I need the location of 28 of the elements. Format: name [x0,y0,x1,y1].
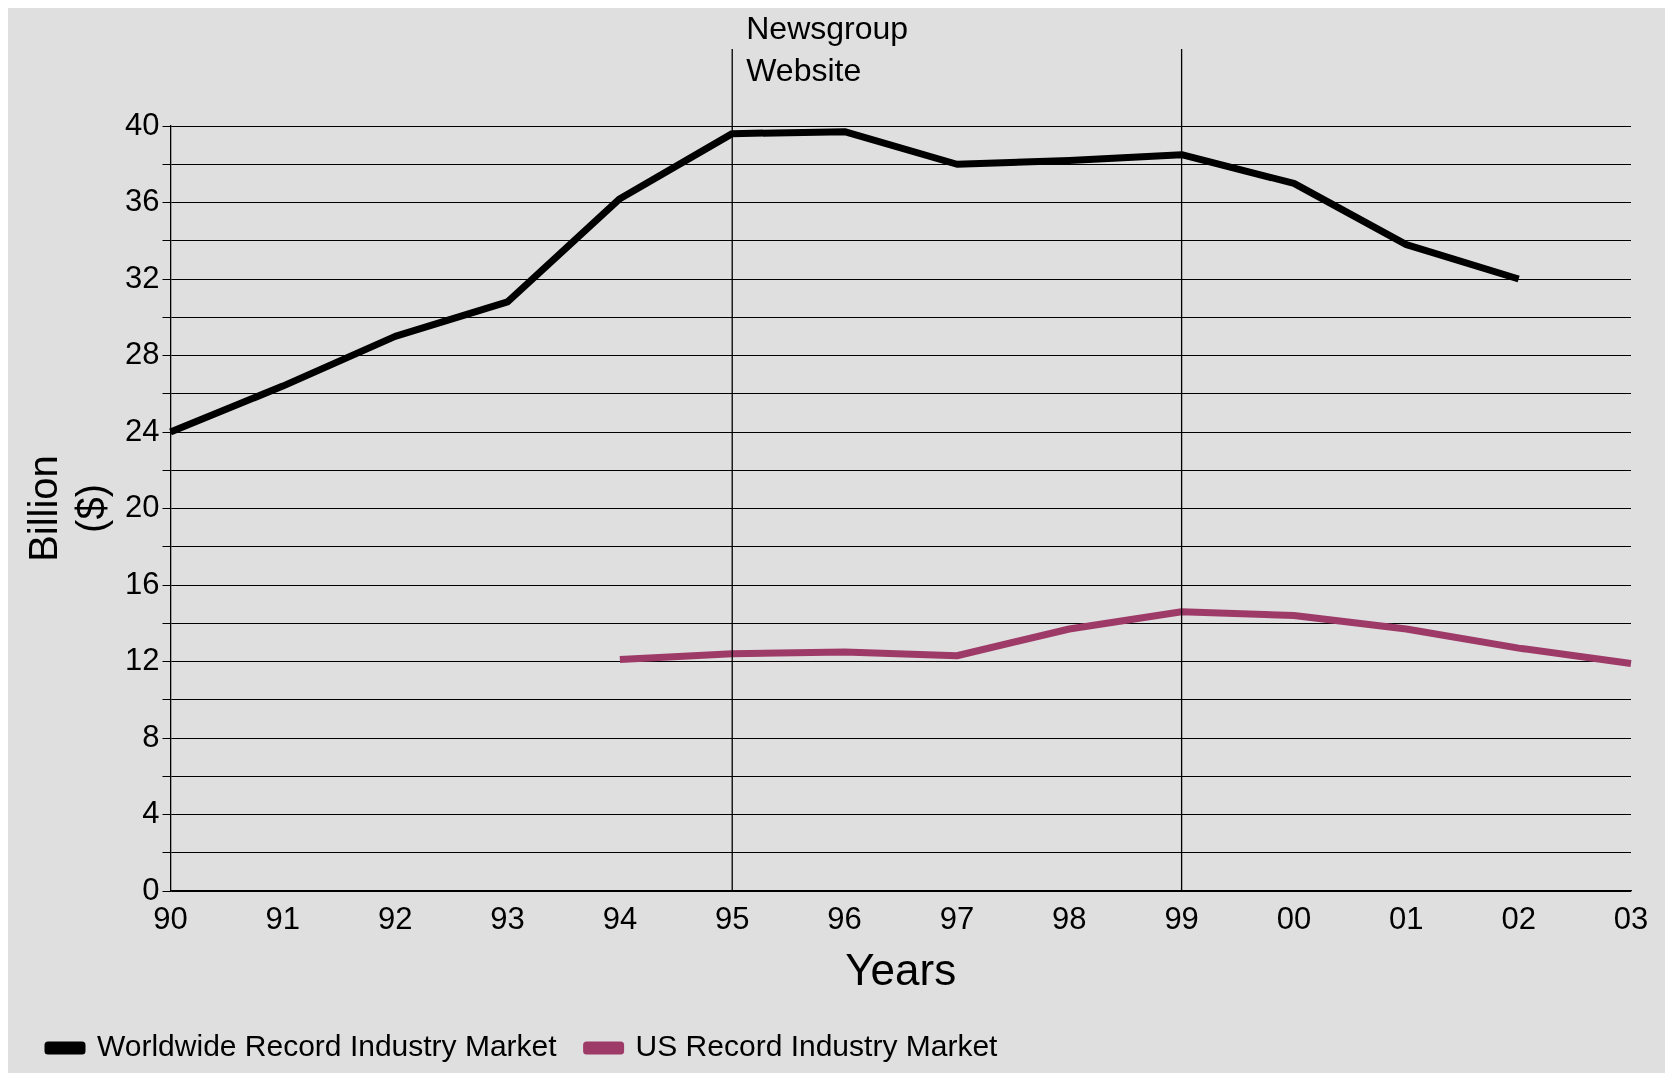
x-tick-label: 91 [265,901,301,937]
y-tick-label: 12 [125,642,160,678]
x-tick-label: 96 [827,901,862,937]
y-tick-label: 16 [125,565,160,601]
y-tick-label: 28 [125,336,160,372]
y-tick-label: 32 [125,259,160,295]
y-tick-label: 4 [142,795,160,831]
x-tick-label: 00 [1276,901,1312,937]
x-tick-label: 98 [1052,901,1087,937]
x-tick-label: 93 [490,901,525,937]
y-axis-title: Billion ($) [21,455,114,562]
x-tick-label: 92 [377,901,413,937]
y-tick-label: 8 [142,718,160,754]
x-tick-label: 99 [1164,901,1199,937]
x-tick-label: 03 [1613,901,1649,937]
x-tick-label: 01 [1389,901,1424,937]
y-tick-label: 36 [125,183,160,219]
ref-line-label: Newsgroup Website [746,9,909,88]
legend-label: US Record Industry Market [635,1029,999,1063]
y-tick-label: 24 [125,412,160,448]
x-tick-label: 95 [714,901,750,937]
x-tick-label: 02 [1501,901,1536,937]
y-tick-label: 20 [125,489,160,525]
y-tick-label: 40 [125,106,160,142]
x-tick-label: 94 [602,901,638,937]
x-tick-label: 97 [939,901,975,937]
legend-label: Worldwide Record Industry Market [97,1029,558,1063]
x-axis-title: Years [845,944,957,994]
